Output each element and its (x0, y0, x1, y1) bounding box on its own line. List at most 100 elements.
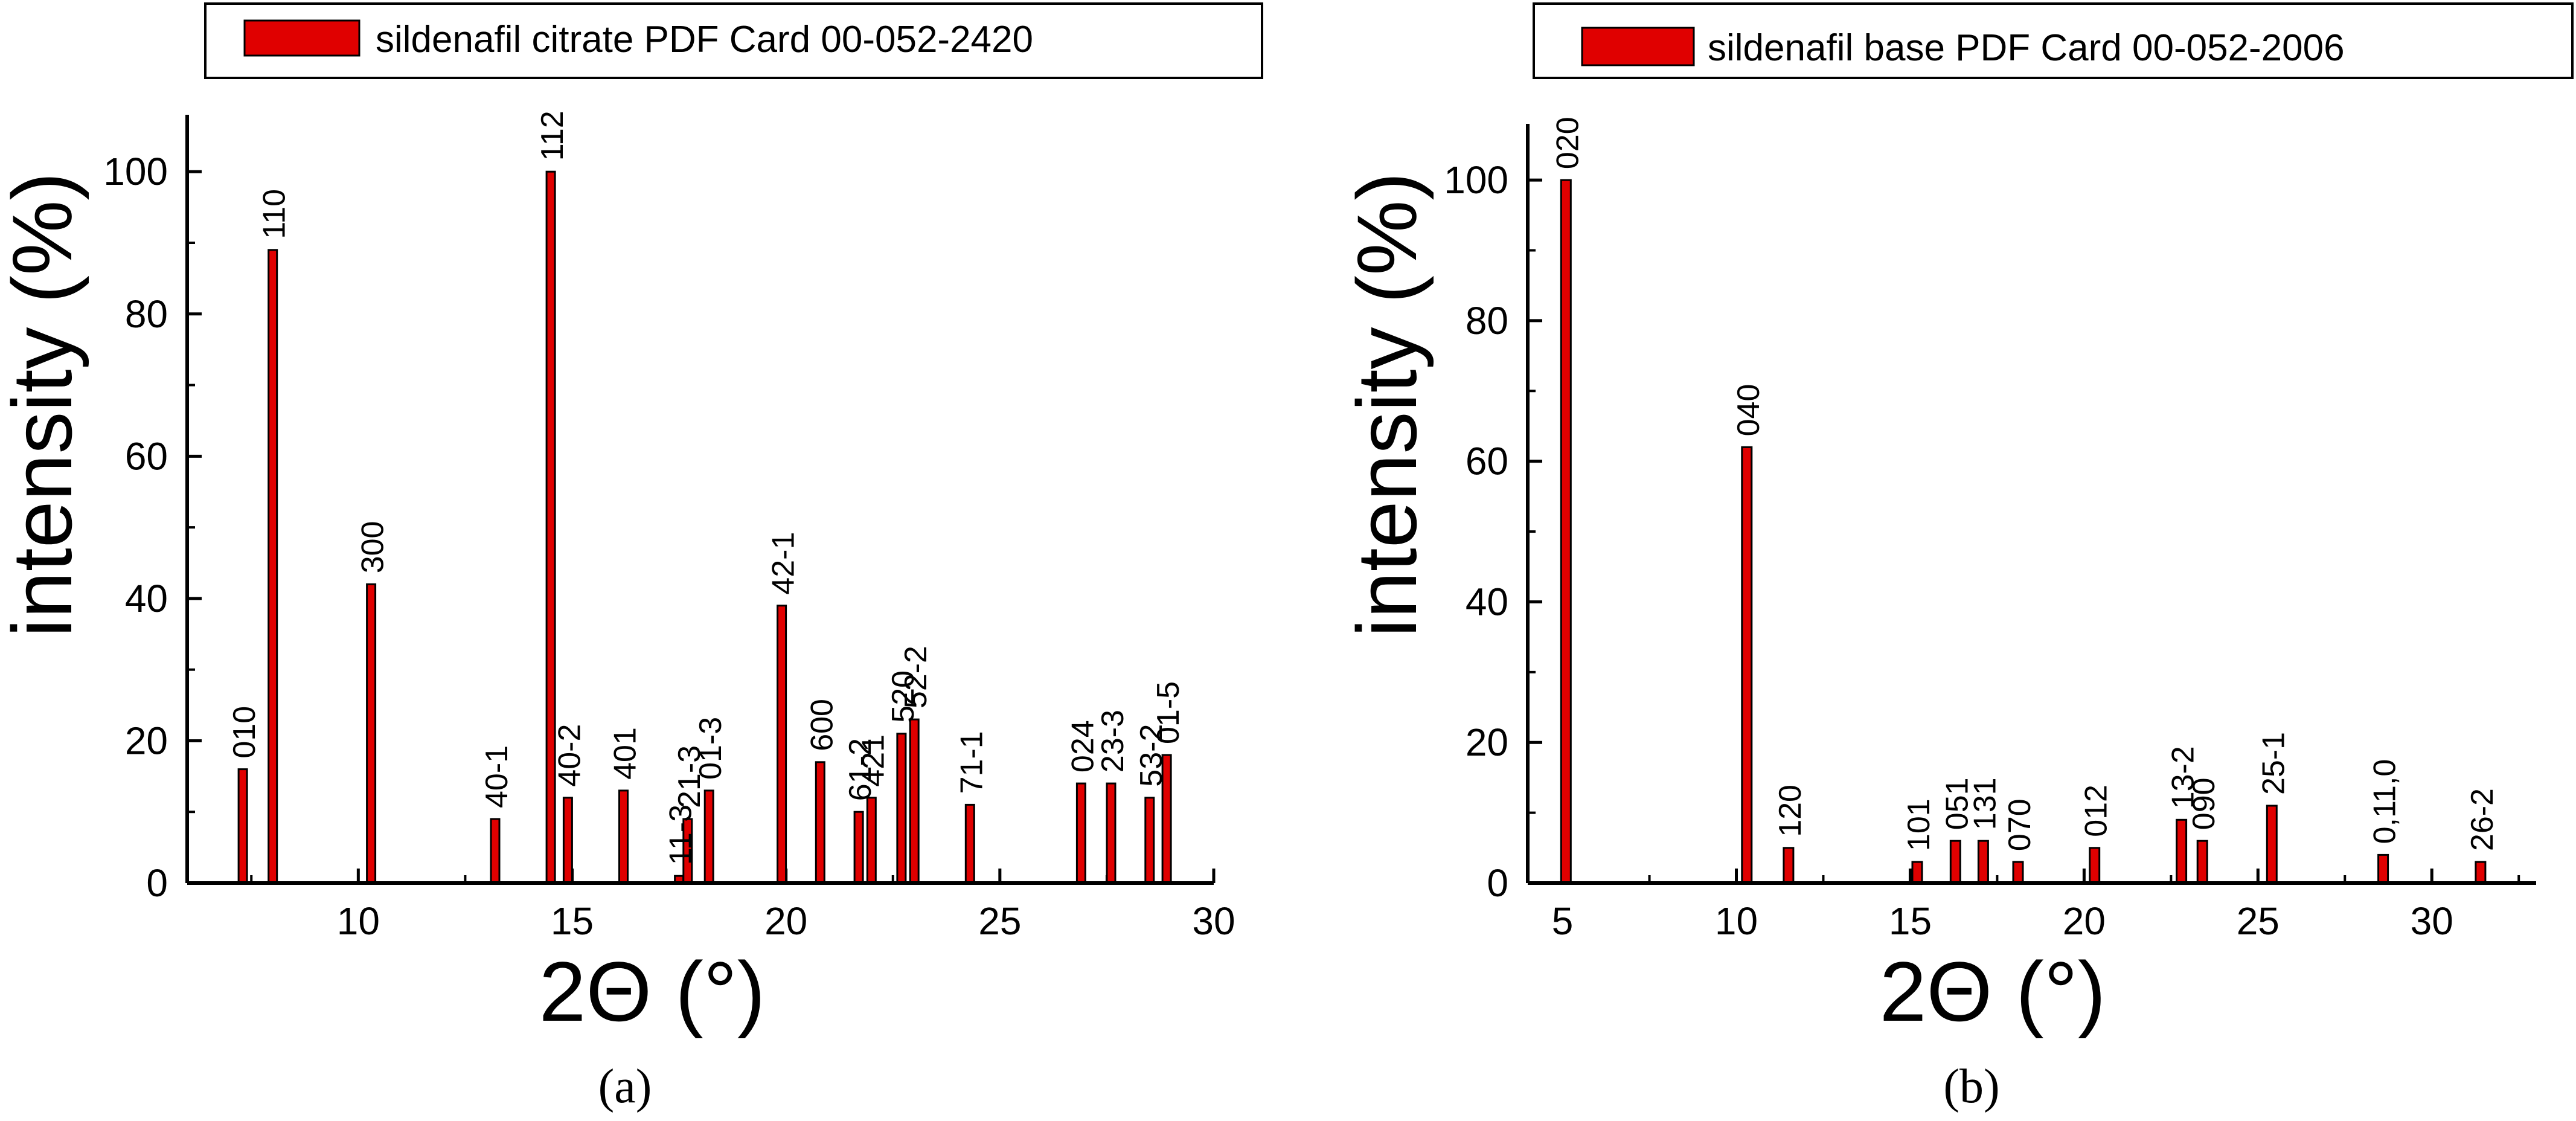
peak-bar-b-8 (2176, 818, 2188, 884)
peak-label-b-1: 040 (1731, 384, 1766, 437)
peak-bar-a-15 (909, 718, 920, 884)
peak-bar-a-3 (490, 818, 501, 884)
y-tick-label-a-5: 100 (103, 150, 168, 193)
panel-caption-b: (b) (1943, 1060, 1999, 1113)
axes-b (1526, 124, 2536, 885)
peak-bar-a-14 (896, 733, 907, 884)
peak-bar-b-5 (1977, 840, 1989, 884)
peak-label-a-10: 42-1 (766, 532, 801, 595)
y-tick-label-a-4: 80 (125, 292, 168, 336)
x-tick-label-b-2: 15 (1889, 899, 1932, 943)
peak-label-b-9: 090 (2187, 777, 2222, 830)
peak-label-a-3: 40-1 (479, 745, 514, 808)
y-tick-label-b-0: 0 (1487, 861, 1508, 905)
peak-label-a-13: 421 (856, 734, 891, 787)
x-tick-label-b-0: 5 (1552, 899, 1574, 943)
peak-bar-a-6 (618, 789, 629, 884)
legend-box-b (1533, 2, 2574, 79)
y-tick-label-a-1: 20 (125, 719, 168, 762)
x-tick-label-b-4: 25 (2237, 899, 2280, 943)
panel-caption-a: (a) (598, 1060, 652, 1113)
legend-swatch-a (243, 19, 360, 57)
peak-label-a-5: 40-2 (552, 724, 587, 787)
axis-ticks-a: 10 15 20 25 30 0 20 40 60 80 100 (103, 150, 1235, 943)
y-tick-label-b-3: 60 (1466, 440, 1508, 483)
peak-label-b-4: 051 (1940, 777, 1975, 830)
peak-bar-b-10 (2266, 805, 2278, 884)
peak-label-a-9: 01-3 (693, 717, 728, 780)
peak-label-a-4: 112 (535, 111, 570, 161)
peak-label-a-1: 110 (257, 189, 292, 239)
peak-label-a-7: 11-3 (664, 805, 699, 865)
x-tick-label-a-0: 10 (337, 899, 380, 943)
x-axis-label-b: 2Θ (°) (1880, 944, 2106, 1039)
x-tick-label-a-3: 25 (978, 899, 1021, 943)
peak-bar-b-11 (2377, 853, 2389, 884)
peak-bar-a-18 (1106, 782, 1117, 884)
peak-label-a-12: 61-2 (843, 738, 878, 801)
peak-label-a-0: 010 (227, 706, 262, 759)
peak-label-b-8: 13-2 (2166, 746, 2201, 809)
legend-label-b: sildenafil base PDF Card 00-052-2006 (1708, 27, 2345, 69)
axis-ticks-b: 5 10 15 20 25 30 0 20 40 60 80 100 (1444, 158, 2520, 943)
peak-label-b-2: 120 (1773, 785, 1808, 837)
x-tick-label-a-4: 30 (1192, 899, 1235, 943)
peak-bar-b-0 (1560, 179, 1572, 884)
x-tick-label-b-3: 20 (2063, 899, 2106, 943)
peak-bar-a-12 (853, 811, 864, 884)
y-tick-label-b-5: 100 (1444, 158, 1508, 202)
y-tick-label-a-2: 40 (125, 577, 168, 620)
y-tick-label-a-0: 0 (146, 861, 168, 905)
x-axis-label-a: 2Θ (°) (539, 944, 766, 1039)
peak-label-a-15: 52-2 (899, 646, 934, 708)
peak-label-a-17: 024 (1065, 720, 1100, 772)
peak-bar-b-9 (2196, 840, 2208, 884)
y-tick-label-b-4: 80 (1466, 299, 1508, 342)
y-tick-label-a-3: 60 (125, 434, 168, 478)
peak-label-b-10: 25-1 (2256, 732, 2291, 795)
peak-bar-a-17 (1075, 782, 1086, 884)
peak-label-a-11: 600 (804, 699, 839, 751)
x-tick-label-a-2: 20 (764, 899, 807, 943)
peak-label-b-0: 020 (1550, 117, 1585, 169)
peak-label-a-6: 401 (608, 727, 643, 780)
peak-bar-a-11 (815, 761, 825, 884)
peak-bar-b-3 (1911, 861, 1923, 884)
x-tick-label-a-1: 15 (551, 899, 594, 943)
peak-bar-b-7 (2089, 847, 2101, 884)
x-tick-label-b-5: 30 (2411, 899, 2453, 943)
peak-bar-a-13 (866, 797, 877, 884)
peak-bar-b-4 (1949, 840, 1961, 884)
y-axis-label-b: intensity (%) (1339, 172, 1434, 637)
peak-label-b-7: 012 (2079, 785, 2114, 837)
peak-label-b-5: 131 (1967, 777, 2002, 830)
peak-label-a-19: 53-2 (1134, 724, 1169, 787)
peak-bar-b-2 (1783, 847, 1795, 884)
peak-bar-a-5 (562, 797, 573, 884)
peak-label-b-11: 0,11,0 (2368, 759, 2403, 844)
peak-bar-b-12 (2475, 861, 2487, 884)
chart-panel-b: sildenafil base PDF Card 00-052-2006 int… (1339, 2, 2574, 1113)
chart-panel-a: sildenafil citrate PDF Card 00-052-2420 … (0, 2, 1263, 1113)
peak-label-a-8: 21-3 (672, 745, 707, 808)
legend-box-a (204, 2, 1263, 79)
legend-label-a: sildenafil citrate PDF Card 00-052-2420 (376, 19, 1033, 60)
peak-bar-b-1 (1741, 446, 1753, 884)
legend-swatch-b (1581, 27, 1695, 66)
peak-label-a-18: 23-3 (1095, 710, 1130, 772)
peak-bar-a-10 (777, 605, 787, 884)
peak-label-a-16: 71-1 (954, 731, 989, 794)
peak-bar-a-2 (366, 583, 377, 884)
peak-bar-b-6 (2012, 861, 2024, 884)
x-tick-label-b-1: 10 (1715, 899, 1758, 943)
peak-bar-a-19 (1144, 797, 1155, 884)
y-axis-label-a: intensity (%) (0, 172, 89, 637)
peak-bar-a-1 (268, 249, 278, 884)
y-tick-label-b-2: 40 (1466, 580, 1508, 623)
y-tick-label-b-1: 20 (1466, 721, 1508, 764)
peak-label-a-14: 520 (886, 670, 921, 723)
peak-labels-a: 010 110 300 40-1 112 40-2 401 11-321-301-3 42-1 6… (227, 111, 1186, 865)
